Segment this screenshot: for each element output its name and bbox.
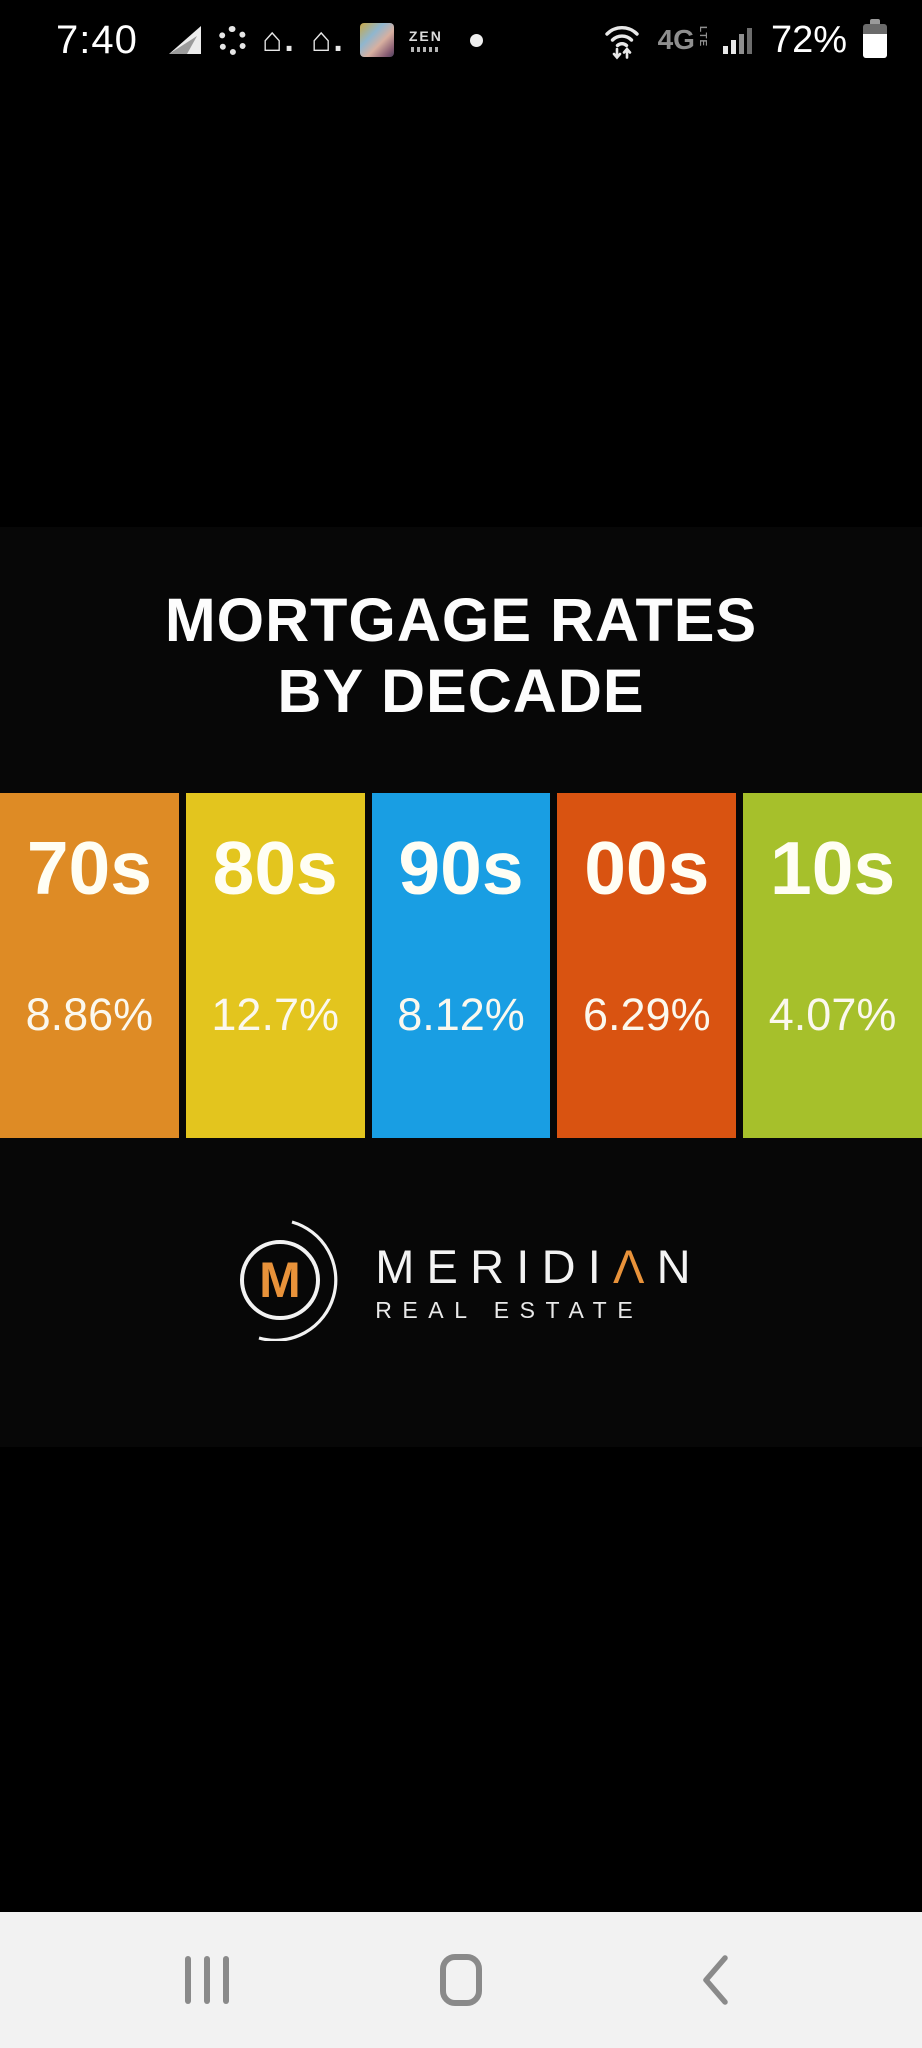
decade-column-10s: 10s 4.07%	[743, 793, 922, 1138]
battery-icon	[862, 19, 888, 61]
decade-label: 00s	[584, 826, 710, 910]
back-button[interactable]	[680, 1945, 750, 2015]
home-notification-icon: ⌂.	[261, 21, 296, 59]
mortgage-rates-infographic[interactable]: MORTGAGE RATES BY DECADE 70s 8.86% 80s 1…	[0, 527, 922, 1447]
rate-value: 12.7%	[211, 989, 339, 1040]
recents-button[interactable]	[172, 1945, 242, 2015]
decade-column-90s: 90s 8.12%	[371, 793, 551, 1138]
wifi-icon	[601, 19, 643, 61]
decade-label: 10s	[770, 826, 896, 910]
decade-columns: 70s 8.86% 80s 12.7% 90s 8.12% 00s 6.29% …	[0, 793, 922, 1138]
home-notification-icon-2: ⌂.	[310, 21, 345, 59]
decade-label: 90s	[398, 826, 524, 910]
clock: 7:40	[56, 17, 138, 62]
battery-percent-label: 72%	[770, 18, 847, 61]
rate-value: 8.86%	[25, 989, 154, 1040]
network-type-indicator: 4G LTE	[657, 24, 708, 55]
send-notification-icon	[167, 23, 203, 57]
status-bar[interactable]: 7:40 ⌂. ⌂. ZEN	[0, 0, 922, 80]
decade-column-80s: 80s 12.7%	[185, 793, 365, 1138]
rate-value: 6.29%	[582, 989, 711, 1040]
meridian-logo: M MERIDIΛN REAL ESTATE	[0, 1219, 922, 1346]
gear-notification-icon	[217, 25, 247, 55]
infographic-title: MORTGAGE RATES BY DECADE	[0, 585, 922, 728]
decade-label: 80s	[212, 826, 338, 910]
back-chevron-icon	[703, 1955, 728, 2005]
meridian-logo-mark-icon: M	[219, 1219, 341, 1346]
home-button[interactable]	[426, 1945, 496, 2015]
decade-label: 70s	[26, 826, 152, 910]
rate-value: 4.07%	[768, 989, 897, 1040]
android-navigation-bar	[0, 1912, 922, 2048]
dot-notification-icon	[469, 33, 483, 47]
brand-name: MERIDIΛN	[375, 1240, 703, 1293]
rate-value: 8.12%	[397, 989, 525, 1040]
image-notification-thumbnail	[359, 23, 394, 57]
title-line-2: BY DECADE	[277, 657, 645, 726]
decade-column-00s: 00s 6.29%	[557, 793, 737, 1138]
title-line-1: MORTGAGE RATES	[164, 586, 758, 654]
signal-bars-icon	[722, 24, 756, 56]
brand-caret-a: Λ	[613, 1240, 657, 1293]
home-icon	[440, 1954, 482, 2006]
zen-notification-icon: ZEN	[409, 28, 443, 52]
decade-column-70s: 70s 8.86%	[0, 793, 179, 1138]
meridian-logo-text: MERIDIΛN REAL ESTATE	[375, 1243, 703, 1322]
svg-text:M: M	[259, 1252, 301, 1308]
brand-tagline: REAL ESTATE	[375, 1297, 644, 1323]
recents-icon	[185, 1956, 229, 2004]
